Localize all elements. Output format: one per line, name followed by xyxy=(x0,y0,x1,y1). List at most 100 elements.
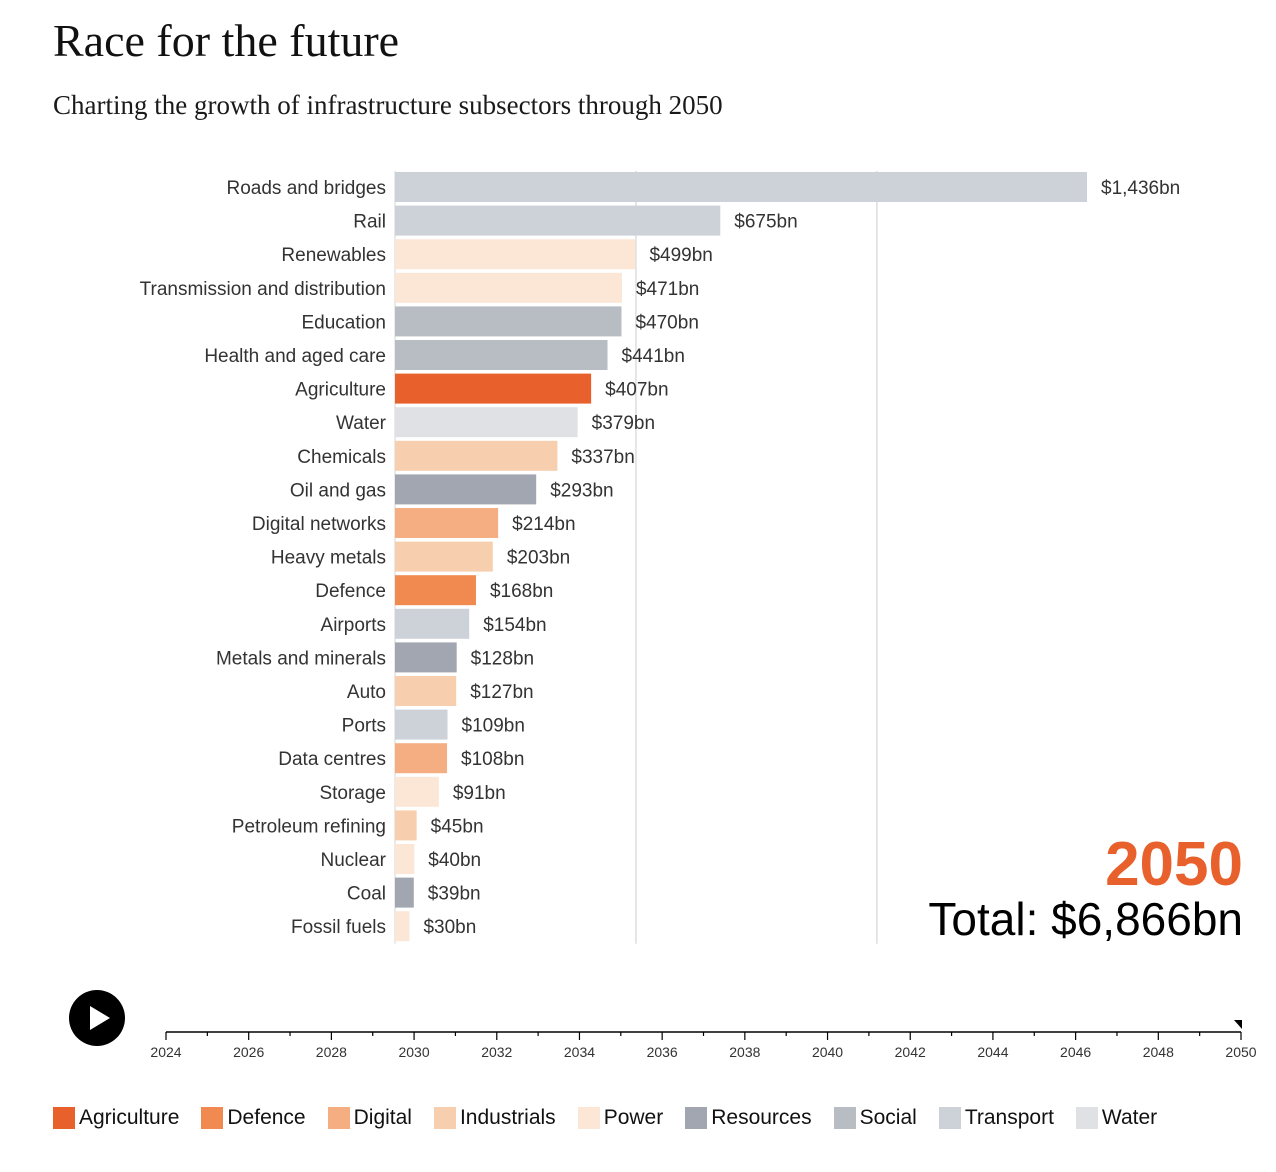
category-label: Renewables xyxy=(281,245,386,266)
chart-subtitle: Charting the growth of infrastructure su… xyxy=(53,90,723,120)
legend-swatch xyxy=(938,1107,961,1129)
value-label: $214bn xyxy=(512,514,575,535)
value-label: $203bn xyxy=(507,548,570,569)
legend-label: Power xyxy=(603,1106,664,1129)
timeline-tick-label: 2042 xyxy=(895,1044,926,1060)
timeline-tick-label: 2028 xyxy=(316,1044,347,1060)
bar xyxy=(395,508,499,538)
bar xyxy=(395,373,592,404)
legend-item: Industrials xyxy=(433,1106,556,1130)
bar xyxy=(395,810,417,841)
bar xyxy=(395,911,410,942)
category-label: Agriculture xyxy=(295,380,386,401)
bar xyxy=(395,306,622,337)
value-label: $1,436bn xyxy=(1101,178,1180,199)
value-label: $109bn xyxy=(462,716,525,737)
timeline-tick-label: 2026 xyxy=(233,1044,264,1060)
chart-title: Race for the future xyxy=(53,15,400,66)
bar xyxy=(395,642,457,673)
value-label: $470bn xyxy=(635,312,698,333)
value-label: $45bn xyxy=(431,816,484,837)
category-label: Digital networks xyxy=(252,514,386,535)
category-label: Transmission and distribution xyxy=(140,279,386,300)
current-year-display: 2050 xyxy=(1105,830,1243,899)
timeline-tick-label: 2024 xyxy=(150,1044,181,1060)
bar xyxy=(395,743,448,774)
legend-item: Power xyxy=(577,1106,664,1130)
legend-label: Water xyxy=(1101,1106,1158,1129)
legend-swatch xyxy=(685,1107,708,1129)
legend-label: Digital xyxy=(353,1106,412,1129)
category-label: Coal xyxy=(347,884,386,905)
legend-swatch xyxy=(577,1107,600,1129)
category-label: Oil and gas xyxy=(290,480,386,501)
category-label: Petroleum refining xyxy=(232,816,386,837)
category-label: Education xyxy=(301,312,386,333)
timeline-tick-label: 2034 xyxy=(564,1044,595,1060)
value-label: $293bn xyxy=(550,480,613,501)
value-label: $40bn xyxy=(428,850,481,871)
bar xyxy=(395,575,476,606)
timeline-tick-label: 2044 xyxy=(977,1044,1008,1060)
bar xyxy=(395,440,558,471)
legend: Agriculture Defence Digital Industrials Powe… xyxy=(53,1106,1179,1130)
legend-label: Social xyxy=(859,1106,917,1129)
bar xyxy=(395,608,470,639)
legend-item: Digital xyxy=(327,1106,412,1130)
legend-swatch xyxy=(833,1107,856,1129)
bar xyxy=(395,844,415,874)
total-display: Total: $6,866bn xyxy=(928,893,1243,945)
value-label: $337bn xyxy=(571,447,634,468)
timeline-tick-label: 2038 xyxy=(729,1044,760,1060)
value-label: $471bn xyxy=(636,279,699,300)
legend-swatch xyxy=(327,1107,350,1129)
category-label: Metals and minerals xyxy=(216,648,386,669)
legend-item: Agriculture xyxy=(53,1106,179,1130)
value-label: $154bn xyxy=(483,615,546,636)
bar xyxy=(395,877,414,908)
bar xyxy=(395,407,578,438)
value-label: $499bn xyxy=(649,245,712,266)
value-label: $168bn xyxy=(490,581,553,602)
legend-label: Transport xyxy=(964,1106,1054,1129)
category-label: Ports xyxy=(342,716,386,737)
category-label: Heavy metals xyxy=(271,548,386,569)
category-label: Auto xyxy=(347,682,386,703)
timeline-tick-label: 2050 xyxy=(1225,1044,1256,1060)
category-label: Defence xyxy=(315,581,386,602)
legend-swatch xyxy=(1075,1107,1098,1129)
category-label: Health and aged care xyxy=(204,346,386,367)
value-label: $91bn xyxy=(453,783,506,804)
timeline-tick-label: 2032 xyxy=(481,1044,512,1060)
bar xyxy=(395,541,493,572)
timeline-handle[interactable] xyxy=(1234,1020,1242,1029)
bar xyxy=(395,172,1087,202)
legend-label: Industrials xyxy=(459,1106,556,1129)
value-label: $108bn xyxy=(461,749,524,770)
bar xyxy=(395,340,608,370)
category-label: Water xyxy=(336,413,387,434)
legend-swatch xyxy=(433,1107,456,1129)
legend-label: Resources xyxy=(711,1106,812,1129)
play-button[interactable] xyxy=(69,990,125,1046)
timeline-tick-label: 2040 xyxy=(812,1044,843,1060)
bar xyxy=(395,272,622,303)
value-label: $407bn xyxy=(605,380,668,401)
value-label: $441bn xyxy=(622,346,685,367)
value-label: $128bn xyxy=(471,648,534,669)
legend-item: Water xyxy=(1075,1106,1158,1130)
category-label: Roads and bridges xyxy=(227,178,387,199)
category-label: Data centres xyxy=(278,749,386,770)
legend-item: Defence xyxy=(201,1106,306,1130)
category-label: Storage xyxy=(319,783,386,804)
value-label: $127bn xyxy=(470,682,533,703)
category-label: Nuclear xyxy=(321,850,387,871)
legend-item: Transport xyxy=(938,1106,1054,1130)
category-label: Rail xyxy=(353,212,386,233)
value-label: $39bn xyxy=(428,884,481,905)
timeline-tick-label: 2030 xyxy=(398,1044,429,1060)
category-label: Airports xyxy=(321,615,386,636)
legend-label: Agriculture xyxy=(79,1106,180,1129)
legend-swatch xyxy=(53,1107,75,1129)
legend-item: Social xyxy=(833,1106,917,1130)
